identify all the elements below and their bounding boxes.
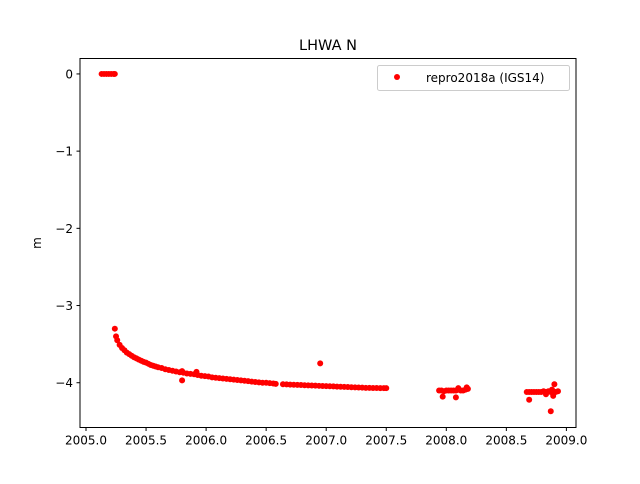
data-point	[111, 70, 118, 77]
data-point	[548, 386, 555, 393]
data-point	[452, 394, 459, 401]
legend-marker	[394, 74, 400, 80]
data-point	[272, 380, 279, 387]
x-tick-label: 2006.5	[245, 434, 287, 448]
x-tick-label: 2005.0	[65, 434, 107, 448]
data-point	[542, 391, 549, 398]
data-point	[179, 377, 186, 384]
y-axis-ticks: 0 −1 −2 −3 −4	[55, 67, 80, 390]
data-point	[547, 408, 554, 415]
x-tick-label: 2007.0	[305, 434, 347, 448]
x-tick-label: 2008.0	[425, 434, 467, 448]
data-point	[455, 385, 462, 392]
data-point	[111, 325, 118, 332]
x-tick-label: 2005.5	[125, 434, 167, 448]
y-tick-label: −2	[55, 222, 73, 236]
y-tick-label: 0	[65, 67, 73, 81]
data-point	[114, 337, 121, 344]
legend-label: repro2018a (IGS14)	[426, 71, 544, 85]
x-axis-ticks: 2005.0 2005.5 2006.0 2006.5 2007.0 2007.5 2008…	[65, 427, 587, 448]
data-point	[554, 388, 561, 395]
legend-box	[377, 65, 570, 91]
data-point	[439, 393, 446, 400]
y-tick-label: −4	[55, 376, 73, 390]
x-tick-label: 2007.5	[365, 434, 407, 448]
data-point	[193, 368, 200, 375]
data-point	[383, 385, 390, 392]
data-points	[98, 70, 561, 415]
y-tick-label: −3	[55, 299, 73, 313]
data-point	[526, 396, 533, 403]
legend: repro2018a (IGS14)	[377, 65, 570, 91]
axes-frame	[79, 58, 577, 428]
data-point	[317, 360, 324, 367]
data-point	[463, 384, 470, 391]
x-tick-label: 2006.0	[185, 434, 227, 448]
chart-title: LHWA N	[299, 38, 357, 54]
y-axis-label: m	[30, 237, 44, 249]
x-tick-label: 2009.0	[545, 434, 587, 448]
y-tick-label: −1	[55, 145, 73, 159]
data-point	[179, 368, 186, 375]
x-tick-label: 2008.5	[485, 434, 527, 448]
data-point	[551, 381, 558, 388]
data-point	[550, 392, 557, 399]
